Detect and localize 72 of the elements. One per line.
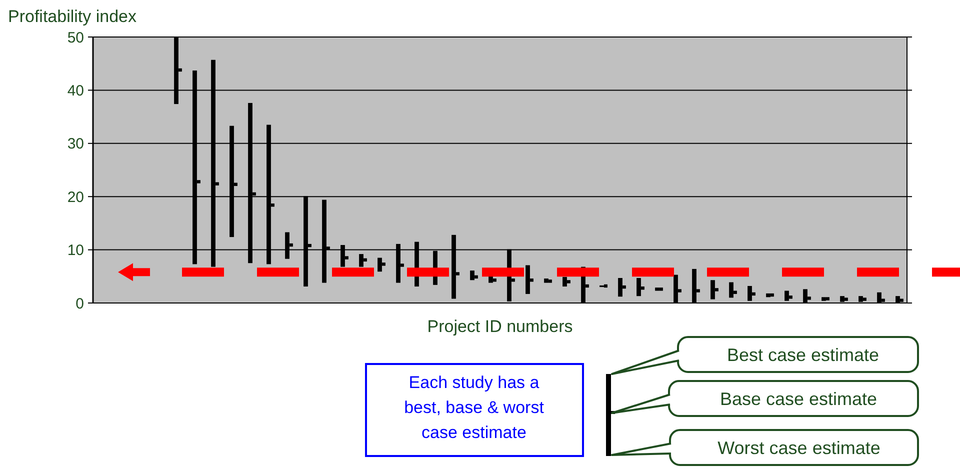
y-tick-label: 30	[67, 136, 84, 153]
point	[881, 298, 885, 302]
y-tick-label: 40	[67, 82, 84, 100]
point	[640, 286, 644, 290]
point	[289, 243, 293, 247]
bar	[526, 265, 530, 294]
bar	[840, 296, 844, 302]
point	[622, 285, 626, 289]
y-tick-label: 0	[76, 295, 84, 312]
point	[400, 264, 404, 267]
point	[714, 288, 718, 292]
point	[474, 275, 478, 279]
point	[308, 244, 312, 248]
bar	[692, 268, 696, 303]
bar	[710, 280, 715, 300]
bar	[562, 276, 567, 287]
text: Each study has a best, base & worst case estimate	[404, 373, 544, 442]
bar	[359, 254, 364, 267]
bar	[822, 297, 826, 301]
point	[382, 262, 386, 266]
point	[862, 298, 866, 301]
text: Best case estimate	[726, 344, 880, 365]
point	[844, 298, 848, 301]
point	[566, 280, 570, 284]
point	[511, 278, 515, 282]
bar	[618, 278, 622, 297]
point	[215, 182, 219, 186]
point	[678, 289, 682, 292]
point	[178, 68, 182, 72]
bar	[655, 288, 660, 291]
y-axis-title: Profitability index	[8, 7, 138, 26]
point	[696, 289, 700, 292]
y-tick-label: 20	[67, 188, 84, 206]
point	[270, 204, 274, 207]
point	[492, 278, 496, 282]
point	[344, 256, 348, 260]
point	[530, 278, 534, 282]
y-tick-label: 10	[67, 242, 84, 260]
bar	[544, 278, 548, 283]
bar	[784, 290, 789, 301]
bar	[748, 286, 752, 301]
bar	[896, 296, 900, 303]
point	[659, 288, 663, 291]
point	[807, 296, 811, 300]
bar	[674, 274, 678, 303]
point	[252, 192, 256, 196]
bar	[470, 270, 474, 280]
point	[326, 246, 330, 250]
point	[770, 293, 774, 297]
point	[456, 272, 460, 276]
point	[363, 258, 367, 262]
text: Base case estimate	[720, 388, 878, 409]
y-tick-label: 50	[67, 29, 84, 46]
bar	[729, 282, 734, 298]
point	[900, 298, 904, 302]
bar	[877, 292, 882, 303]
bar	[858, 296, 863, 302]
point	[548, 280, 552, 283]
point	[234, 182, 238, 186]
point	[826, 297, 830, 300]
bar	[636, 278, 641, 296]
point	[604, 284, 608, 288]
text: Worst case estimate	[718, 438, 880, 458]
bar	[766, 293, 770, 298]
point	[788, 296, 792, 299]
bar	[378, 258, 382, 272]
x-axis-title: Project ID numbers	[427, 317, 573, 336]
point	[733, 290, 737, 294]
point	[752, 292, 756, 296]
point	[196, 180, 200, 184]
bar	[803, 289, 808, 303]
point	[585, 284, 589, 288]
